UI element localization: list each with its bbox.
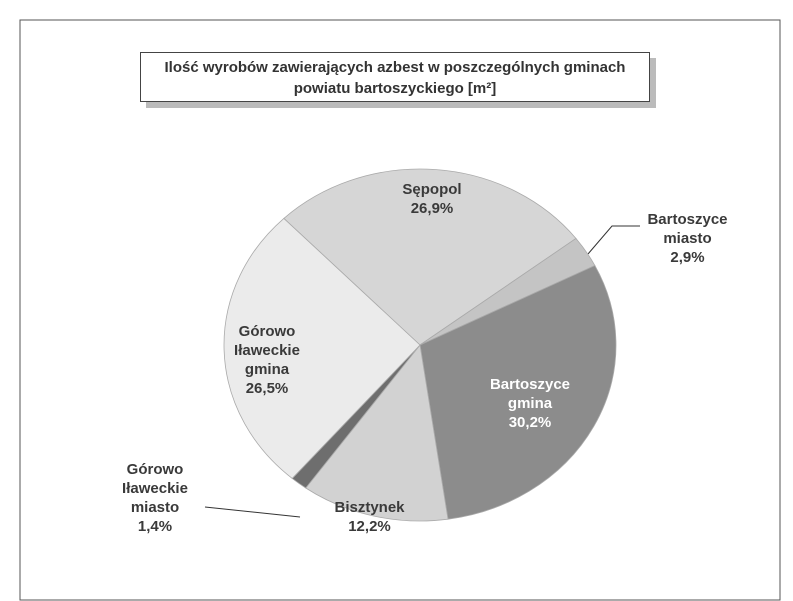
category-label: Bisztynek bbox=[334, 499, 405, 516]
category-label: Bartoszyce gmina bbox=[489, 376, 571, 412]
category-label: Bartoszyce miasto bbox=[647, 211, 728, 247]
value-label: 30,2% bbox=[508, 414, 552, 431]
category-label: Sępopol bbox=[402, 181, 462, 198]
slice-label: Górowo Iławeckie miasto 1,4% bbox=[105, 460, 205, 536]
chart-title: Ilość wyrobów zawierających azbest w pos… bbox=[140, 52, 650, 102]
leader-line bbox=[204, 506, 301, 518]
pie-slice bbox=[419, 265, 617, 520]
value-label: 2,9% bbox=[670, 249, 705, 266]
slice-label: Bartoszyce gmina 30,2% bbox=[470, 375, 590, 432]
category-label: Górowo Iławeckie miasto bbox=[122, 461, 188, 516]
slice-label: Górowo Iławeckie gmina 26,5% bbox=[212, 322, 322, 398]
pie-slice bbox=[305, 344, 449, 522]
value-label: 1,4% bbox=[137, 518, 173, 535]
value-label: 12,2% bbox=[348, 518, 391, 535]
slice-label: Sępopol 26,9% bbox=[372, 180, 492, 218]
pie-slice bbox=[223, 217, 421, 479]
pie-slice bbox=[283, 168, 577, 346]
leader-line bbox=[587, 225, 640, 255]
value-label: 26,5% bbox=[245, 380, 289, 397]
value-label: 26,9% bbox=[410, 200, 454, 217]
category-label: Górowo Iławeckie gmina bbox=[234, 323, 300, 378]
slice-label: Bartoszyce miasto 2,9% bbox=[630, 210, 745, 267]
slice-label: Bisztynek 12,2% bbox=[312, 498, 427, 536]
